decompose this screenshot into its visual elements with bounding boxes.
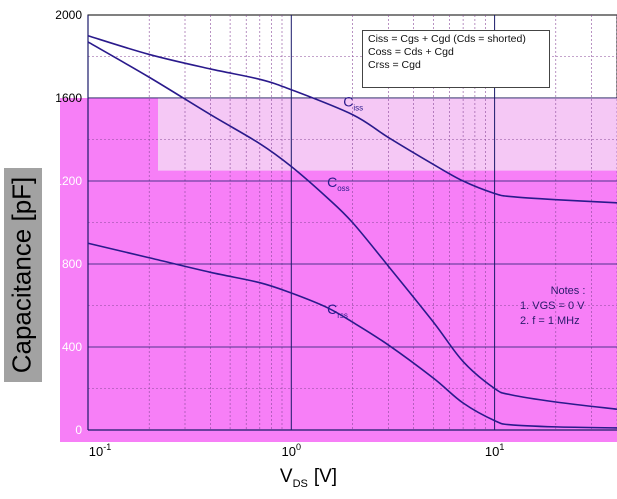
notes-line-1: 1. VGS = 0 V (520, 300, 585, 312)
legend-line-ciss: Ciss = Cgs + Cgd (Cds = shorted) (368, 33, 526, 45)
curve-crss (87, 242, 617, 429)
notes-title: Notes : (550, 285, 586, 297)
y-tick-label: 400 (62, 340, 82, 354)
curve-coss (87, 41, 617, 411)
legend-line-coss: Coss = Cds + Cgd (368, 46, 454, 58)
x-tick-label: 100 (282, 442, 301, 459)
y-tick-label: 1600 (55, 91, 82, 105)
ylabel-background (4, 168, 42, 382)
plot-bg-upper (158, 98, 617, 171)
legend-box: Ciss = Cgs + Cgd (Cds = shorted) Coss = … (362, 30, 550, 88)
x-tick-label: 10-1 (89, 442, 111, 459)
y-tick-label: 800 (62, 257, 82, 271)
x-axis-label: VDS [V] (279, 466, 338, 490)
legend-line-crss: Crss = Cgd (368, 59, 421, 71)
plot-background (60, 14, 617, 442)
y-tick-label: 0 (75, 423, 82, 437)
x-tick-label: 101 (485, 442, 504, 459)
notes-line-2: 2. f = 1 MHz (520, 315, 580, 327)
y-tick-label: 1200 (55, 174, 82, 188)
curve-ciss (87, 34, 617, 204)
y-tick-label: 2000 (55, 8, 82, 22)
curves (87, 34, 617, 429)
series-label-ciss: Ciss (343, 93, 363, 112)
series-label-coss: Coss (327, 174, 350, 193)
tick-labels: 0 400 800 1200 1600 2000 10-1 100 101 (55, 8, 504, 459)
notes-box: Notes : 1. VGS = 0 V 2. f = 1 MHz (520, 284, 616, 329)
y-axis-label: Capacitance [pF] (6, 176, 37, 374)
series-labels: Ciss Coss Crss (327, 93, 363, 319)
series-label-crss: Crss (327, 301, 348, 320)
